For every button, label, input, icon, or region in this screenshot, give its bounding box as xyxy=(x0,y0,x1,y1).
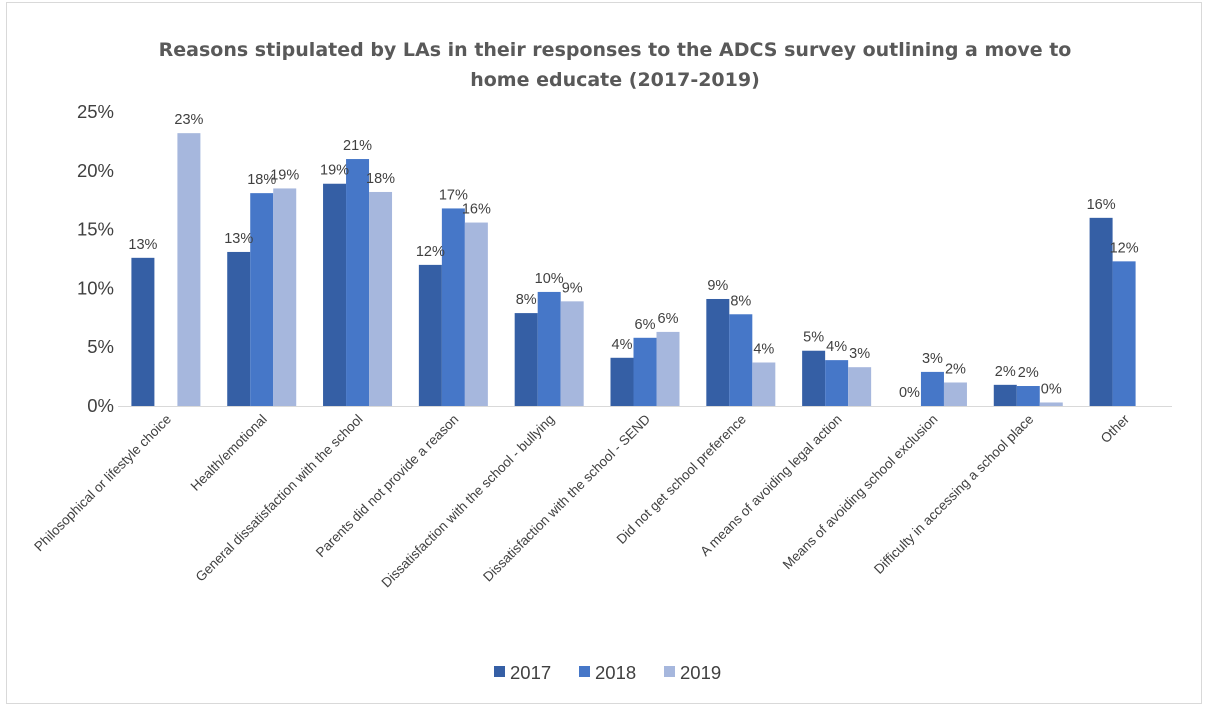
data-label: 3% xyxy=(849,346,870,362)
data-label: 2% xyxy=(995,364,1016,380)
data-label: 23% xyxy=(174,112,203,128)
legend-label-2018: 2018 xyxy=(595,662,636,683)
bar-2018 xyxy=(729,314,753,406)
data-label: 16% xyxy=(1087,197,1116,213)
chart-title-line-2: home educate (2017-2019) xyxy=(470,69,760,91)
chart-frame xyxy=(6,2,1202,704)
legend-swatch-2019 xyxy=(664,666,675,677)
bar-2017 xyxy=(131,257,155,406)
data-label: 4% xyxy=(826,339,847,355)
y-tick-label: 10% xyxy=(77,277,114,298)
bar-2018 xyxy=(825,360,849,406)
bar-2018 xyxy=(441,208,465,406)
bar-2017 xyxy=(323,183,347,406)
data-label: 19% xyxy=(270,167,299,183)
bar-2019 xyxy=(1039,402,1063,406)
y-tick-label: 0% xyxy=(87,395,114,416)
data-label: 3% xyxy=(922,351,943,367)
data-label: 17% xyxy=(439,187,468,203)
bar-2017 xyxy=(802,350,826,406)
bar-2017 xyxy=(418,264,442,406)
bar-2019 xyxy=(752,362,776,406)
bar-2019 xyxy=(848,367,872,406)
data-label: 8% xyxy=(730,293,751,309)
bar-2018 xyxy=(633,337,657,406)
legend: 2017 2018 2019 xyxy=(494,662,721,683)
data-label: 10% xyxy=(535,271,564,287)
chart-title-line-1: Reasons stipulated by LAs in their respo… xyxy=(159,39,1072,61)
bar-2019 xyxy=(656,331,680,406)
data-label: 2% xyxy=(945,361,966,377)
y-tick-label: 25% xyxy=(77,101,114,122)
data-label: 6% xyxy=(635,317,656,333)
bar-2017 xyxy=(1089,217,1113,406)
data-label: 4% xyxy=(612,337,633,353)
bar-2017 xyxy=(706,298,730,406)
bar-2019 xyxy=(464,222,488,406)
category-label: Dissatisfaction with the school - SEND xyxy=(480,411,653,584)
data-labels: 13%23%13%18%19% 19%21%18%12%17%16%8%10%9%… xyxy=(128,112,1138,401)
category-label: Health/emotional xyxy=(188,412,270,494)
data-label: 12% xyxy=(416,244,445,260)
data-label: 12% xyxy=(1110,240,1139,256)
data-label: 13% xyxy=(128,237,157,253)
bar-2018 xyxy=(537,291,561,406)
data-label: 8% xyxy=(516,292,537,308)
data-label: 18% xyxy=(247,172,276,188)
bar-2017 xyxy=(993,384,1017,406)
data-label: 2% xyxy=(1018,365,1039,381)
category-label: Dissatisfaction with the school - bullyi… xyxy=(379,412,558,591)
bar-2018 xyxy=(346,159,370,406)
data-label: 19% xyxy=(320,163,349,179)
legend-label-2017: 2017 xyxy=(510,662,551,683)
legend-swatch-2017 xyxy=(494,666,505,677)
bars xyxy=(131,133,1136,406)
data-label: 16% xyxy=(462,202,491,218)
data-label: 0% xyxy=(1041,381,1062,397)
category-label: General dissatisfaction with the school xyxy=(193,412,366,585)
bar-2019 xyxy=(369,191,393,406)
data-label: 9% xyxy=(707,278,728,294)
bar-2017 xyxy=(514,313,538,406)
bar-2018 xyxy=(1112,261,1136,406)
legend-label-2019: 2019 xyxy=(680,662,721,683)
y-axis: 0% 5% 10% 15% 20% 25% xyxy=(77,101,1172,416)
bar-2018 xyxy=(1016,386,1040,406)
bar-2018 xyxy=(250,193,274,406)
y-tick-label: 20% xyxy=(77,160,114,181)
bar-2017 xyxy=(610,357,634,406)
bar-2017 xyxy=(227,251,251,406)
data-label: 9% xyxy=(562,280,583,296)
category-label: Means of avoiding school exclusion xyxy=(780,412,941,573)
data-label: 18% xyxy=(366,171,395,187)
bar-2019 xyxy=(273,188,297,406)
data-label: 0% xyxy=(899,385,920,401)
data-label: 13% xyxy=(224,231,253,247)
y-tick-label: 5% xyxy=(87,336,114,357)
category-label: Other xyxy=(1098,411,1133,446)
bar-2019 xyxy=(943,382,967,406)
x-axis-categories: Philosophical or lifestyle choice Health/… xyxy=(31,411,1132,590)
data-label: 21% xyxy=(343,138,372,154)
category-label: Difficulty in accessing a school place xyxy=(871,412,1036,577)
y-tick-label: 15% xyxy=(77,219,114,240)
data-label: 6% xyxy=(658,311,679,327)
data-label: 4% xyxy=(753,341,774,357)
data-label: 5% xyxy=(803,330,824,346)
bar-2019 xyxy=(177,133,201,406)
category-label: Philosophical or lifestyle choice xyxy=(31,412,174,555)
bar-2018 xyxy=(920,371,944,406)
legend-swatch-2018 xyxy=(579,666,590,677)
bar-2019 xyxy=(560,301,584,406)
